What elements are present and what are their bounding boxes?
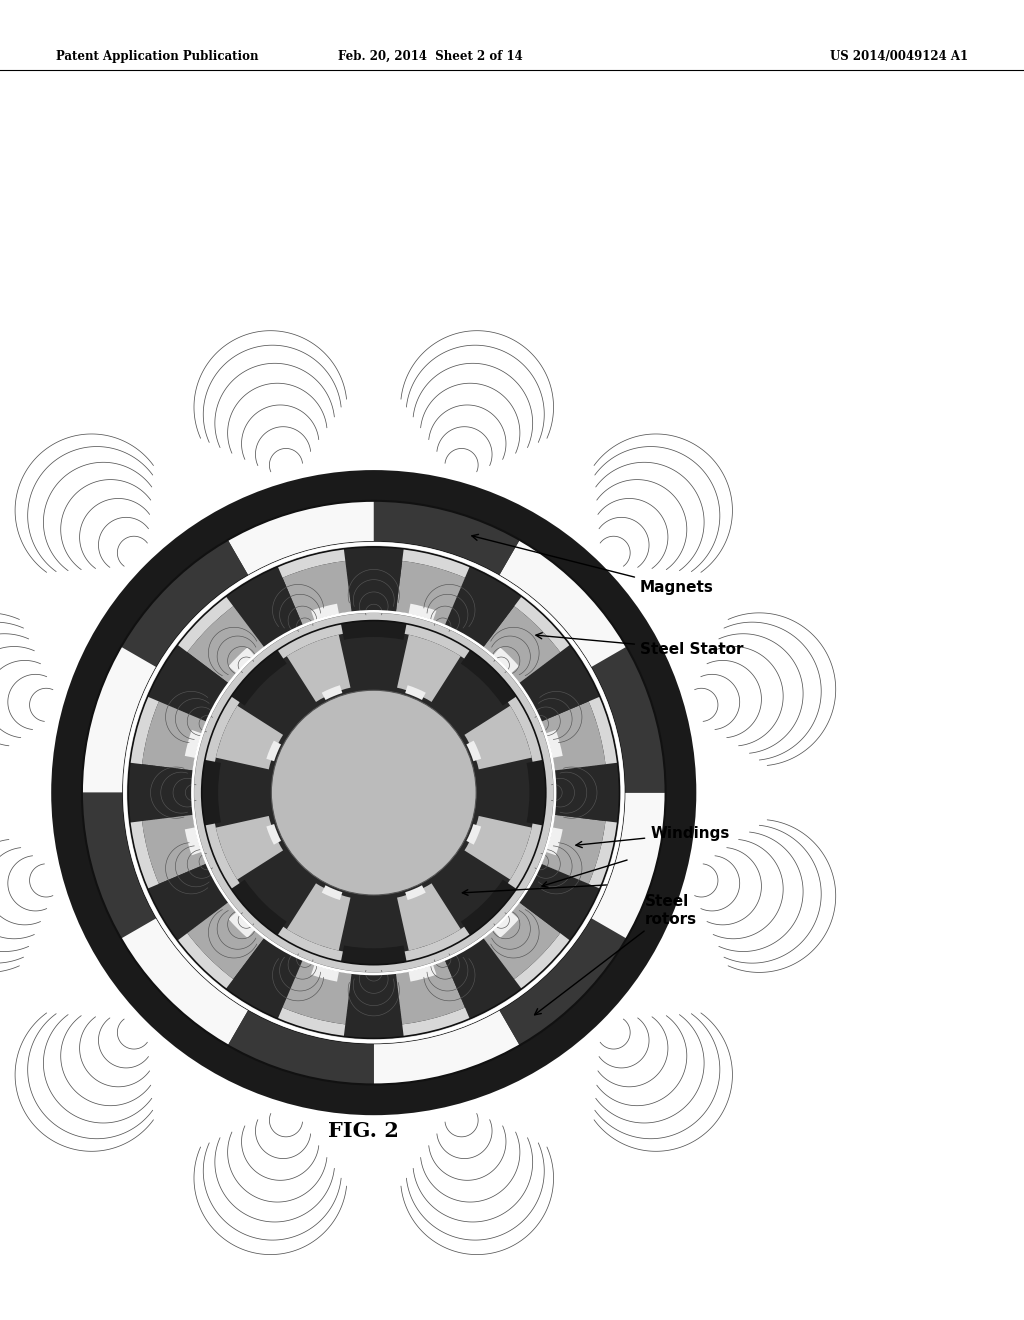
Circle shape xyxy=(194,612,554,973)
Wedge shape xyxy=(82,792,157,939)
Wedge shape xyxy=(227,1010,374,1085)
Wedge shape xyxy=(511,644,600,726)
Wedge shape xyxy=(283,961,351,1024)
Wedge shape xyxy=(546,828,563,855)
Wedge shape xyxy=(216,816,283,879)
Wedge shape xyxy=(311,603,339,620)
Circle shape xyxy=(51,470,696,1115)
Wedge shape xyxy=(591,647,666,792)
Wedge shape xyxy=(374,1010,520,1085)
Wedge shape xyxy=(591,792,666,939)
Wedge shape xyxy=(397,635,461,702)
Wedge shape xyxy=(228,912,254,939)
Wedge shape xyxy=(121,540,249,667)
Wedge shape xyxy=(545,763,620,822)
Text: Magnets: Magnets xyxy=(472,535,714,595)
Wedge shape xyxy=(494,647,519,673)
Text: Windings: Windings xyxy=(575,826,730,847)
Wedge shape xyxy=(231,649,287,706)
Text: Steel Stator: Steel Stator xyxy=(536,632,743,657)
Wedge shape xyxy=(397,883,461,950)
Wedge shape xyxy=(216,706,283,770)
Wedge shape xyxy=(465,816,531,879)
Wedge shape xyxy=(461,649,516,706)
Wedge shape xyxy=(344,964,403,1039)
Circle shape xyxy=(82,500,666,1085)
Circle shape xyxy=(123,541,625,1044)
Wedge shape xyxy=(483,606,560,682)
Wedge shape xyxy=(287,635,350,702)
Wedge shape xyxy=(374,500,520,576)
Wedge shape xyxy=(128,763,203,822)
Wedge shape xyxy=(542,701,605,771)
Wedge shape xyxy=(409,603,436,620)
Wedge shape xyxy=(500,919,627,1045)
Wedge shape xyxy=(187,606,264,682)
Circle shape xyxy=(271,690,476,895)
Wedge shape xyxy=(344,546,403,622)
Wedge shape xyxy=(311,965,339,982)
Wedge shape xyxy=(406,685,426,700)
Wedge shape xyxy=(441,566,521,655)
Wedge shape xyxy=(546,730,563,758)
Wedge shape xyxy=(494,912,519,939)
Wedge shape xyxy=(142,814,206,884)
Wedge shape xyxy=(461,879,516,936)
Wedge shape xyxy=(287,883,350,950)
Wedge shape xyxy=(542,814,605,884)
Text: US 2014/0049124 A1: US 2014/0049124 A1 xyxy=(829,50,968,63)
Wedge shape xyxy=(266,824,282,845)
Wedge shape xyxy=(526,760,546,825)
Wedge shape xyxy=(466,741,481,762)
Wedge shape xyxy=(341,620,407,640)
Wedge shape xyxy=(231,879,287,936)
Wedge shape xyxy=(147,644,237,726)
Wedge shape xyxy=(147,859,237,941)
Wedge shape xyxy=(483,903,560,979)
Wedge shape xyxy=(121,919,248,1045)
Wedge shape xyxy=(500,540,627,667)
Wedge shape xyxy=(465,706,531,770)
Wedge shape xyxy=(187,903,264,979)
Wedge shape xyxy=(322,886,342,900)
Text: Feb. 20, 2014  Sheet 2 of 14: Feb. 20, 2014 Sheet 2 of 14 xyxy=(338,50,522,63)
Text: Patent Application Publication: Patent Application Publication xyxy=(56,50,259,63)
Wedge shape xyxy=(226,566,306,655)
Wedge shape xyxy=(266,741,282,762)
Wedge shape xyxy=(226,931,306,1019)
Text: FIG. 2: FIG. 2 xyxy=(328,1121,399,1140)
Wedge shape xyxy=(466,824,481,845)
Wedge shape xyxy=(142,701,206,771)
Wedge shape xyxy=(202,760,221,825)
Wedge shape xyxy=(396,961,465,1024)
Circle shape xyxy=(140,560,607,1026)
Wedge shape xyxy=(406,886,426,900)
Wedge shape xyxy=(184,730,202,758)
Wedge shape xyxy=(341,945,407,965)
Wedge shape xyxy=(396,561,465,624)
Wedge shape xyxy=(228,500,374,576)
Wedge shape xyxy=(184,828,202,855)
Wedge shape xyxy=(228,647,254,673)
Circle shape xyxy=(212,631,536,954)
Wedge shape xyxy=(511,859,600,941)
Wedge shape xyxy=(283,561,351,624)
Wedge shape xyxy=(409,965,436,982)
Wedge shape xyxy=(322,685,342,700)
Circle shape xyxy=(123,541,625,1044)
Wedge shape xyxy=(441,931,521,1019)
Wedge shape xyxy=(82,647,157,792)
Text: Steel
rotors: Steel rotors xyxy=(535,894,697,1015)
